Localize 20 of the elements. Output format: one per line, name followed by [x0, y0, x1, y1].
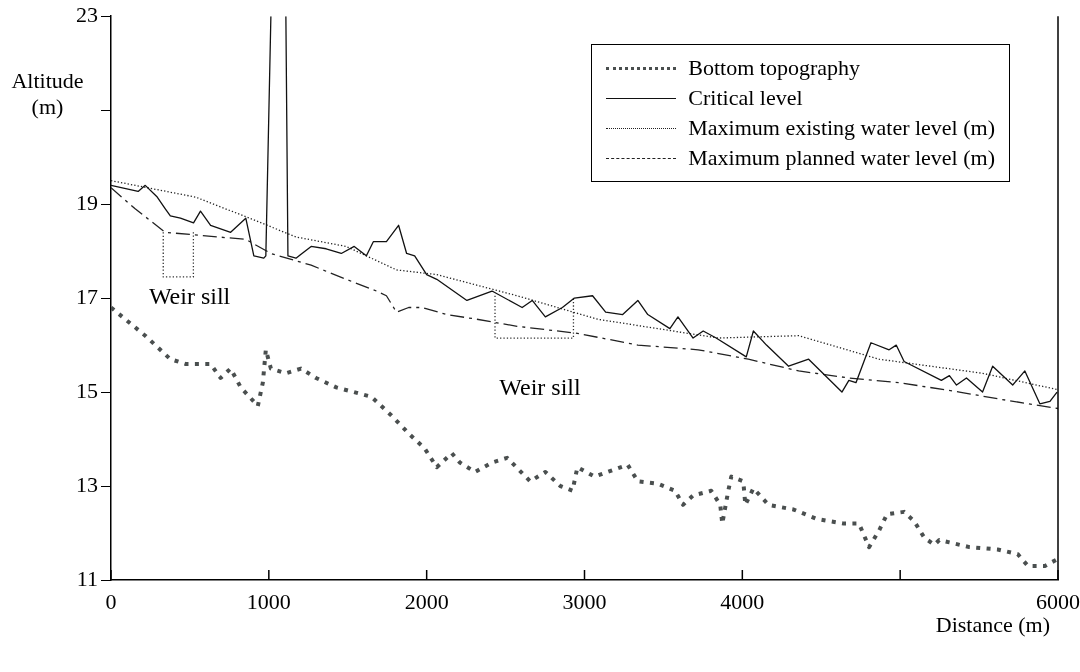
annotation: Weir sill [499, 373, 581, 400]
x-tick-label: 1000 [246, 588, 291, 614]
x-tick-label: 2000 [404, 588, 449, 614]
x-tick-label: 6000 [1036, 588, 1080, 614]
annotation: Weir sill [148, 283, 231, 310]
legend-label: Maximum planned water level (m) [688, 144, 995, 172]
y-tick-label: 17 [76, 283, 98, 309]
legend-label: Bottom topography [688, 54, 861, 82]
y-tick-label: 23 [76, 1, 98, 27]
legend-label: Maximum existing water level (m) [688, 114, 995, 142]
y-tick-label: 13 [76, 471, 98, 497]
x-axis-title: Distance (m) [935, 612, 1050, 638]
y-tick-label: 19 [76, 189, 98, 215]
legend-label: Critical level [688, 84, 803, 112]
y-tick-label: 15 [76, 377, 98, 403]
y-axis-title: Altitude (m) [10, 68, 85, 120]
y-tick-label: 11 [76, 565, 98, 591]
x-tick-label: 3000 [562, 588, 607, 614]
x-tick-label: 0 [105, 588, 117, 614]
x-tick-label: 4000 [720, 588, 765, 614]
